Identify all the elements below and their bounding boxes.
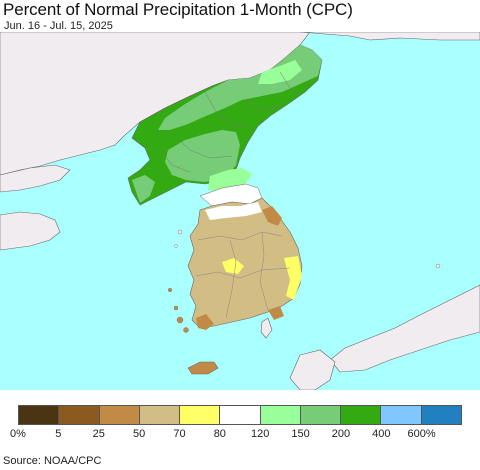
nk-province-borders: [159, 71, 301, 173]
north-korea-150-200-south: [165, 130, 240, 182]
west-islands: [174, 229, 441, 269]
legend-swatch: [300, 406, 342, 424]
legend-tick-label: 120: [250, 428, 270, 440]
sk-southeast-brown: [268, 306, 284, 320]
sw-islands: [167, 288, 189, 333]
legend-swatch: [139, 406, 181, 424]
legend-tick-label: 400: [372, 428, 391, 440]
legend-swatch: [260, 406, 301, 424]
sk-south-brown: [196, 314, 214, 330]
legend-swatch: [59, 406, 100, 424]
precipitation-map: [0, 32, 480, 390]
legend-swatch: [180, 406, 221, 424]
sk-province-borders: [195, 231, 291, 319]
source-credit: Source: NOAA/CPC: [3, 455, 102, 467]
legend-colorbar: [18, 405, 462, 425]
nk-west-coast-green: [132, 175, 155, 203]
legend-swatch: [421, 406, 461, 424]
legend-swatch: [381, 406, 422, 424]
legend-tick-label: 0%: [10, 428, 26, 440]
legend-tick-label: 600%: [407, 428, 436, 440]
sk-east-brown: [262, 206, 282, 226]
date-range: Jun. 16 - Jul. 15, 2025: [4, 20, 113, 32]
legend-swatch: [220, 406, 261, 424]
sk-east-yellow: [284, 256, 302, 300]
legend-tick-label: 25: [92, 428, 105, 440]
sk-north-white: [205, 202, 262, 220]
russia-coast: [299, 32, 480, 41]
liaodong-peninsula: [0, 164, 71, 193]
japan-honshu: [329, 284, 480, 373]
tsushima: [260, 317, 273, 339]
legend-tick-label: 70: [173, 428, 186, 440]
japan-kyushu: [289, 349, 336, 390]
legend-swatch: [99, 406, 140, 424]
legend-tick-label: 50: [132, 428, 146, 440]
shandong-peninsula: [0, 211, 61, 251]
legend-swatch: [341, 406, 382, 424]
south-korea-50-70: [187, 197, 303, 329]
legend-tick-label: 200: [331, 428, 351, 440]
legend-ticks: 0% 5 25 50 70 80 120 150 200 400 600%: [0, 428, 480, 442]
map-title: Percent of Normal Precipitation 1-Month …: [3, 0, 353, 19]
legend-tick-label: 150: [291, 428, 310, 440]
jeju-island: [187, 361, 219, 375]
legend-swatch: [19, 406, 60, 424]
legend-tick-label: 80: [213, 428, 226, 440]
sk-central-yellow: [222, 258, 244, 274]
legend-tick-label: 5: [55, 428, 62, 440]
